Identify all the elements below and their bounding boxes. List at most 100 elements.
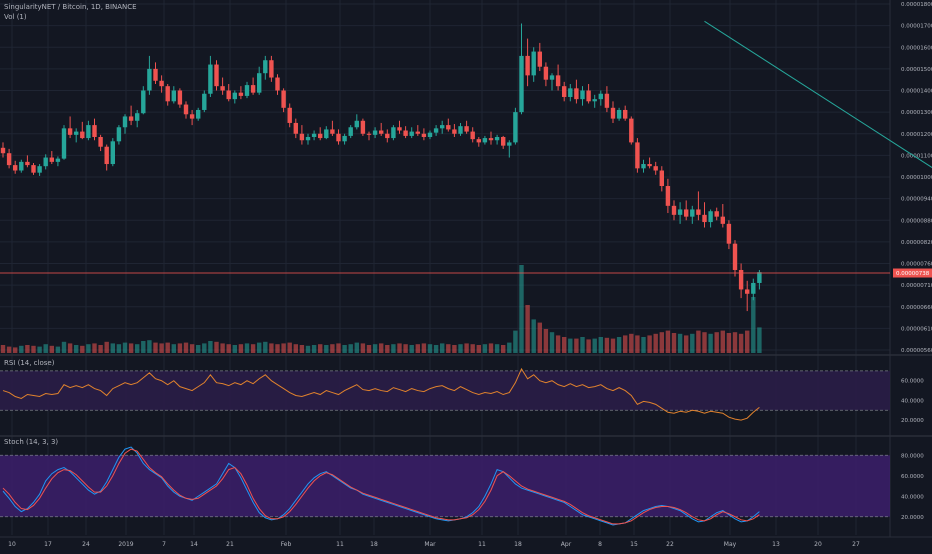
- candle-body: [458, 126, 462, 134]
- volume-bar: [86, 344, 90, 353]
- volume-bar: [37, 347, 41, 353]
- candle-body: [245, 85, 249, 96]
- volume-bar: [1, 345, 5, 353]
- volume-bar: [696, 331, 700, 353]
- candle-body: [721, 217, 725, 224]
- volume-bar: [257, 343, 261, 353]
- candle-body: [544, 67, 548, 80]
- candle-body: [166, 86, 170, 101]
- candle-body: [745, 289, 749, 293]
- volume-bar: [757, 327, 761, 353]
- candle-body: [239, 93, 243, 96]
- candle-body: [336, 134, 340, 142]
- volume-bar: [684, 335, 688, 353]
- volume-bar: [288, 343, 292, 353]
- volume-bar: [721, 331, 725, 353]
- stoch-tick-label: 60.0000: [901, 474, 924, 480]
- candle-body: [111, 141, 115, 164]
- candle-body: [80, 132, 84, 138]
- time-tick-label: 7: [162, 541, 166, 548]
- volume-bar: [666, 331, 670, 353]
- volume-bar: [141, 341, 145, 353]
- candle-body: [269, 60, 273, 77]
- candle-body: [654, 166, 658, 170]
- price-tick-label: 0.00001600: [901, 45, 932, 51]
- candle-body: [50, 158, 54, 162]
- volume-bar: [599, 337, 603, 353]
- volume-bar: [62, 342, 66, 353]
- price-tick-label: 0.00000560: [901, 348, 932, 354]
- candle-body: [355, 121, 359, 127]
- volume-bar: [452, 345, 456, 353]
- candle-body: [159, 81, 163, 86]
- time-tick-label: 17: [44, 541, 52, 548]
- volume-bar: [117, 344, 121, 353]
- candle-body: [324, 129, 328, 138]
- candle-body: [281, 91, 285, 108]
- candle-body: [190, 114, 194, 118]
- candle-body: [684, 209, 688, 216]
- candle-body: [288, 108, 292, 123]
- volume-bar: [690, 334, 694, 353]
- time-tick-label: 15: [630, 541, 638, 548]
- candle-body: [574, 88, 578, 99]
- candle-body: [294, 123, 298, 134]
- volume-bar: [275, 344, 279, 353]
- candle-body: [715, 211, 719, 216]
- candle-body: [330, 129, 334, 133]
- candle-body: [751, 283, 755, 294]
- candle-body: [74, 132, 78, 135]
- candle-body: [556, 75, 560, 86]
- volume-bar: [239, 344, 243, 353]
- volume-bar: [446, 344, 450, 353]
- volume-bar: [220, 343, 224, 353]
- stoch-tick-label: 80.0000: [901, 453, 924, 459]
- candle-body: [495, 137, 499, 140]
- time-tick-label: 22: [666, 541, 674, 548]
- candle-body: [397, 127, 401, 130]
- volume-bar: [513, 331, 517, 353]
- volume-bar: [580, 337, 584, 353]
- candle-body: [56, 159, 60, 162]
- volume-bar: [678, 334, 682, 353]
- candle-body: [416, 132, 420, 134]
- volume-bar: [159, 343, 163, 353]
- volume-bar: [80, 346, 84, 353]
- volume-bar: [214, 342, 218, 353]
- time-tick-label: 8: [598, 541, 602, 548]
- candle-body: [184, 105, 188, 115]
- candle-body: [178, 91, 182, 105]
- candle-body: [202, 94, 206, 110]
- volume-bar: [208, 341, 212, 353]
- volume-bar: [403, 344, 407, 353]
- volume-bar: [519, 265, 523, 353]
- volume-bar: [428, 344, 432, 353]
- candle-body: [403, 131, 407, 136]
- price-tick-label: 0.00001800: [901, 2, 932, 8]
- volume-bar: [166, 343, 170, 353]
- volume-bar: [98, 345, 102, 353]
- volume-bar: [727, 333, 731, 353]
- volume-bar: [123, 343, 127, 353]
- candle-body: [696, 209, 700, 214]
- candle-body: [568, 88, 572, 97]
- volume-bar: [44, 344, 48, 353]
- candle-body: [98, 137, 102, 147]
- volume-bar: [294, 344, 298, 353]
- volume-bar: [385, 345, 389, 353]
- candle-body: [593, 99, 597, 101]
- volume-bar: [312, 345, 316, 353]
- time-tick-label: May: [724, 541, 737, 548]
- candle-body: [586, 91, 590, 102]
- volume-bar: [367, 345, 371, 353]
- candle-body: [428, 133, 432, 137]
- candle-body: [306, 137, 310, 140]
- volume-bar: [538, 323, 542, 353]
- volume-bar: [672, 333, 676, 353]
- price-tick-label: 0.00000710: [901, 283, 932, 289]
- volume-bar: [410, 345, 414, 353]
- volume-bar: [178, 343, 182, 353]
- volume-bar: [92, 343, 96, 353]
